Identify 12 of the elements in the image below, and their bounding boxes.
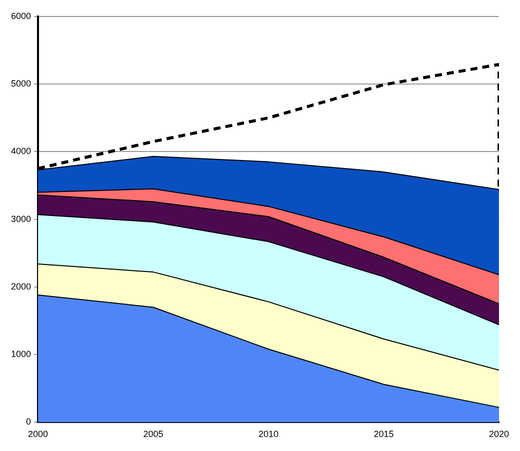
y-tick-label: 4000 [10, 146, 32, 156]
y-tick-label: 1000 [10, 349, 32, 360]
y-tick-label: 5000 [10, 78, 32, 89]
y-tick-label: 6000 [10, 10, 32, 21]
y-tick-label: 0 [26, 416, 32, 427]
y-tick-label: 3000 [10, 214, 32, 224]
x-tick-label: 2005 [143, 429, 164, 440]
y-tick-label: 2000 [10, 281, 32, 292]
x-tick-label: 2020 [488, 429, 510, 440]
x-tick-label: 2015 [374, 429, 394, 440]
x-tick-label: 2000 [28, 429, 48, 440]
x-tick-label: 2010 [258, 429, 279, 440]
